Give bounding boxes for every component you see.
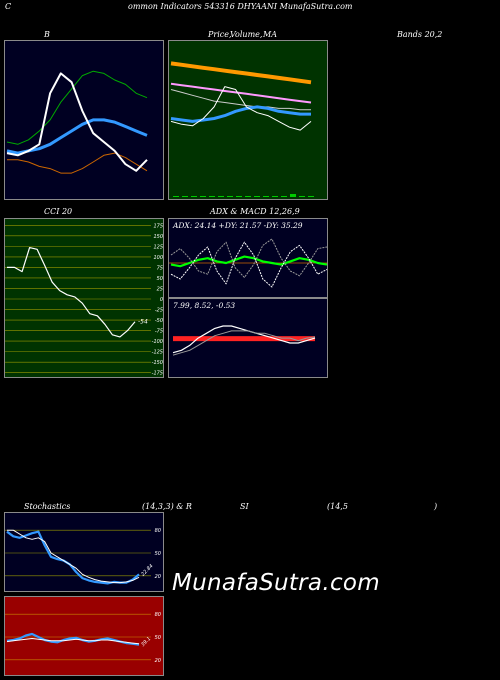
- volume-bar: [182, 196, 188, 197]
- cci-tick-label: -50: [155, 318, 163, 324]
- bollinger-lower-line: [7, 152, 148, 174]
- cci-tick-label: 175: [153, 223, 163, 229]
- cci-tick-label: 25: [157, 286, 163, 292]
- cci-last-value: -54: [138, 319, 148, 326]
- ma-ma_slow-line: [170, 89, 311, 111]
- label-volume: Volume,: [230, 30, 263, 39]
- cci-tick-label: 150: [153, 234, 163, 240]
- cci-tick-label: 125: [153, 244, 163, 250]
- label-si: SI: [240, 502, 249, 511]
- stoch-tick-label: 50: [155, 551, 161, 557]
- rsi-panel: 80 50 20 39.1: [4, 596, 164, 676]
- rsi-chart: 80 50 20 39.1: [5, 612, 161, 664]
- cci-tick-label: -75: [155, 329, 163, 335]
- label-adx-macd: ADX & MACD 12,26,9: [210, 207, 300, 216]
- label-bands: Bands 20,2: [397, 30, 443, 39]
- volume-bar: [209, 196, 215, 197]
- cci-tick-label: -100: [152, 339, 163, 345]
- rsi-tick-label: 50: [155, 635, 161, 641]
- ma-ma_long-line: [170, 61, 312, 85]
- volume-bar: [191, 196, 197, 197]
- cci-tick-label: -125: [152, 350, 163, 356]
- volume-bar: [281, 196, 287, 197]
- cci-tick-label: 50: [157, 276, 163, 282]
- cci-line: [7, 247, 136, 338]
- cci-tick-label: 100: [153, 255, 163, 261]
- cci-tick-label: 0: [160, 297, 163, 303]
- volume-bar: [272, 196, 278, 197]
- label-b: B: [44, 30, 50, 39]
- macd-histogram-band: [173, 336, 315, 342]
- stoch-tick-label: 80: [155, 528, 161, 534]
- rsi-rsi_ma-line: [6, 638, 140, 645]
- macd-values-text: 7.99, 8.52, -0.53: [173, 301, 236, 310]
- stoch-tick-label: 20: [155, 574, 161, 580]
- rsi-tick-label: 80: [155, 612, 161, 618]
- cci-chart: 175 150 125 100 75 50 25 0 -25 -50 -75 -100 -125 -150…: [5, 223, 163, 377]
- adx-adx-line: [170, 255, 327, 268]
- bollinger-bands-panel: [4, 40, 164, 200]
- rsi-last-value: 39.1: [140, 636, 152, 648]
- ma-price-line: [170, 86, 312, 131]
- adx-chart: [169, 238, 327, 288]
- volume-bar: [299, 196, 305, 197]
- bollinger-chart: [6, 70, 148, 174]
- adx-values-text: ADX: 24.14 +DY: 21.57 -DY: 35.29: [173, 221, 303, 230]
- volume-bar: [290, 194, 296, 197]
- adx-plus_di-line: [170, 241, 327, 288]
- label-close-paren: ): [434, 502, 438, 511]
- label-stoch-params: (14,3,3) & R: [142, 502, 192, 511]
- brand-watermark: MunafaSutra.com: [172, 570, 380, 596]
- stochastics-panel: 80 50 20 22.84: [4, 512, 164, 592]
- cci-panel: 175 150 125 100 75 50 25 0 -25 -50 -75 -100 -125 -150…: [4, 218, 164, 378]
- rsi-tick-label: 20: [155, 658, 161, 664]
- adx-minus_di-line: [170, 238, 327, 278]
- cci-tick-label: -150: [152, 360, 163, 366]
- volume-bar: [200, 196, 206, 197]
- volume-bar: [227, 196, 233, 197]
- bollinger-price-line: [6, 72, 148, 172]
- ma-ma_mid-line: [170, 82, 312, 104]
- volume-bar: [218, 196, 224, 197]
- bollinger-middle-line: [6, 118, 148, 155]
- volume-bar: [263, 196, 269, 197]
- volume-bar: [236, 196, 242, 197]
- adx-panel: ADX: 24.14 +DY: 21.57 -DY: 35.29: [168, 218, 328, 298]
- macd-chart: [172, 325, 316, 356]
- cci-tick-label: -175: [152, 371, 163, 377]
- macd-macd-line: [172, 325, 316, 354]
- label-cci: CCI 20: [44, 207, 73, 216]
- moving-average-panel: [168, 40, 328, 200]
- volume-bar: [254, 196, 260, 197]
- label-stochastics: Stochastics: [24, 502, 71, 511]
- cci-tick-label: -25: [155, 308, 163, 314]
- header-c: C: [5, 2, 12, 11]
- macd-signal-line: [172, 330, 316, 356]
- header-title: ommon Indicators 543316 DHYAANI MunafaSu…: [128, 2, 353, 11]
- stoch-d-line: [7, 529, 140, 584]
- label-ma: MA: [263, 30, 277, 39]
- cci-tick-label: 75: [157, 265, 163, 271]
- volume-bar: [245, 196, 251, 197]
- ma-ma_fast-line: [170, 105, 311, 123]
- volume-bar: [308, 196, 314, 197]
- bollinger-upper-line: [6, 70, 148, 145]
- volume-bar: [173, 196, 179, 197]
- moving-average-chart: [170, 61, 314, 197]
- macd-panel: 7.99, 8.52, -0.53: [168, 298, 328, 378]
- label-price: Price,: [208, 30, 232, 39]
- label-rsi-params: (14,5: [327, 502, 348, 511]
